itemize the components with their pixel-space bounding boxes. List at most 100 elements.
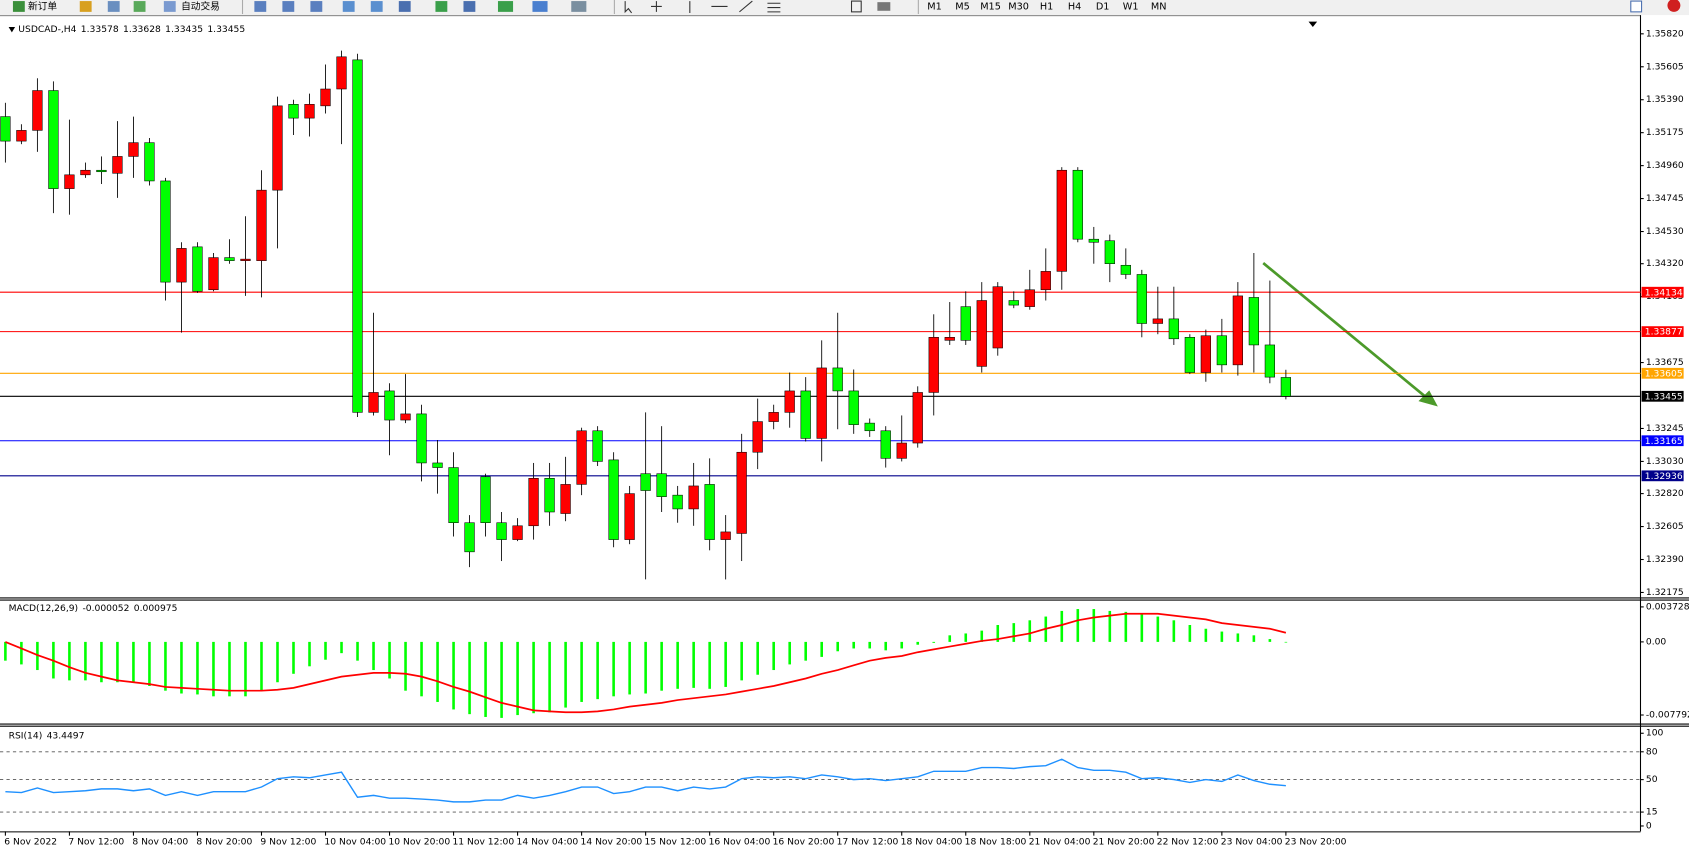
icon[interactable] bbox=[370, 1, 383, 12]
candle-body bbox=[1232, 295, 1243, 366]
macd-bar bbox=[372, 641, 375, 671]
timeframe-button[interactable]: H4 bbox=[1068, 1, 1081, 12]
icon[interactable] bbox=[689, 0, 781, 13]
icon[interactable] bbox=[310, 1, 323, 12]
candle-body bbox=[880, 430, 891, 459]
timeframe-button[interactable]: M15 bbox=[980, 1, 1001, 12]
candle-body bbox=[688, 485, 699, 510]
candle-body bbox=[896, 442, 907, 459]
label-part: -0.000052 bbox=[82, 603, 129, 614]
y-tick-label: -0.007792 bbox=[1646, 710, 1689, 721]
y-tick-label: 15 bbox=[1646, 807, 1658, 818]
icon[interactable] bbox=[254, 1, 267, 12]
level-label: 1.34134 bbox=[1645, 287, 1683, 298]
macd-bar bbox=[164, 641, 167, 691]
candle-body bbox=[32, 90, 43, 131]
y-tick-label: 1.32605 bbox=[1646, 521, 1684, 532]
icon[interactable] bbox=[342, 1, 355, 12]
macd-bar bbox=[852, 641, 856, 649]
level-label-bg bbox=[1641, 435, 1684, 447]
candle-body bbox=[64, 174, 75, 189]
macd-bar bbox=[180, 641, 183, 694]
level-label: 1.33455 bbox=[1645, 391, 1683, 402]
level-label: 1.32936 bbox=[1645, 471, 1683, 482]
icon[interactable] bbox=[877, 2, 891, 11]
candle-body bbox=[112, 156, 123, 174]
timeframe-button[interactable]: M1 bbox=[927, 1, 942, 12]
icon[interactable] bbox=[282, 1, 295, 12]
macd-bar bbox=[292, 641, 295, 674]
macd-bar bbox=[1092, 609, 1096, 642]
candle-body bbox=[1168, 318, 1179, 340]
candle-body bbox=[1008, 300, 1019, 306]
macd-bar bbox=[868, 641, 872, 649]
icon[interactable] bbox=[532, 1, 548, 12]
y-tick-label: 1.32820 bbox=[1646, 488, 1684, 499]
macd-bar bbox=[340, 641, 343, 654]
y-tick-label: 1.35820 bbox=[1646, 28, 1684, 39]
macd-bar bbox=[676, 641, 679, 689]
candle-body bbox=[224, 257, 235, 261]
label-part: 43.4497 bbox=[47, 730, 85, 741]
icon[interactable] bbox=[651, 1, 662, 12]
level-label-bg bbox=[1641, 367, 1684, 379]
timeframe-button[interactable]: W1 bbox=[1123, 1, 1139, 12]
toolbar-button[interactable]: 新订单 bbox=[28, 0, 57, 12]
candle-body bbox=[160, 180, 171, 283]
macd-bar bbox=[68, 641, 71, 681]
toolbar-button[interactable]: 自动交易 bbox=[181, 0, 220, 12]
candle-body bbox=[672, 494, 683, 510]
alert-icon[interactable] bbox=[1667, 0, 1681, 12]
icon[interactable] bbox=[435, 1, 448, 12]
label-part: MACD(12,26,9) bbox=[9, 603, 79, 614]
candle-body bbox=[608, 459, 619, 540]
icon[interactable] bbox=[12, 1, 25, 12]
macd-bar bbox=[500, 641, 503, 718]
timeframe-button[interactable]: D1 bbox=[1096, 1, 1110, 12]
timeframe-button[interactable]: MN bbox=[1151, 1, 1167, 12]
icon[interactable] bbox=[497, 1, 514, 12]
icon[interactable] bbox=[79, 1, 92, 12]
macd-bar bbox=[532, 641, 535, 714]
icon[interactable] bbox=[398, 1, 411, 12]
chart-title: USDCAD-,H4 1.33578 1.33628 1.33435 1.33455 bbox=[18, 24, 245, 35]
candle-body bbox=[1136, 274, 1147, 324]
icon[interactable] bbox=[463, 1, 476, 12]
y-tick-label: 0.003728 bbox=[1646, 601, 1689, 612]
icon[interactable] bbox=[624, 1, 633, 14]
candle-body bbox=[576, 430, 587, 485]
icon[interactable] bbox=[133, 1, 146, 12]
candle-body bbox=[752, 421, 763, 453]
x-tick-label: 15 Nov 12:00 bbox=[645, 837, 707, 848]
x-tick-label: 10 Nov 04:00 bbox=[324, 837, 386, 848]
macd-bar bbox=[1124, 611, 1128, 642]
macd-bar bbox=[452, 641, 455, 710]
icon[interactable] bbox=[571, 1, 587, 12]
macd-bar bbox=[916, 641, 920, 645]
icon[interactable] bbox=[107, 1, 120, 12]
icon[interactable] bbox=[163, 1, 176, 12]
macd-bar bbox=[356, 641, 359, 661]
candle-body bbox=[1024, 289, 1035, 307]
timeframe-button[interactable]: M5 bbox=[955, 1, 970, 12]
y-tick-label: 50 bbox=[1646, 774, 1658, 785]
candle-body bbox=[1088, 238, 1099, 243]
timeframe-button[interactable]: H1 bbox=[1040, 1, 1053, 12]
candle-body bbox=[1120, 264, 1131, 275]
timeframe-button[interactable]: M30 bbox=[1008, 1, 1029, 12]
macd-bar bbox=[596, 641, 599, 700]
level-label-bg bbox=[1641, 286, 1684, 298]
macd-bar bbox=[1236, 633, 1240, 642]
x-tick-label: 21 Nov 20:00 bbox=[1093, 837, 1155, 848]
macd-bar bbox=[484, 641, 487, 717]
x-tick-label: 7 Nov 12:00 bbox=[68, 837, 124, 848]
macd-bar bbox=[196, 641, 199, 695]
candle-body bbox=[640, 473, 651, 491]
candle-body bbox=[768, 412, 779, 422]
search-icon[interactable] bbox=[1630, 0, 1643, 13]
x-tick-label: 21 Nov 04:00 bbox=[1029, 837, 1091, 848]
candle-body bbox=[656, 473, 667, 497]
macd-bar bbox=[468, 641, 471, 715]
icon[interactable] bbox=[850, 0, 862, 13]
macd-bar bbox=[644, 641, 647, 694]
